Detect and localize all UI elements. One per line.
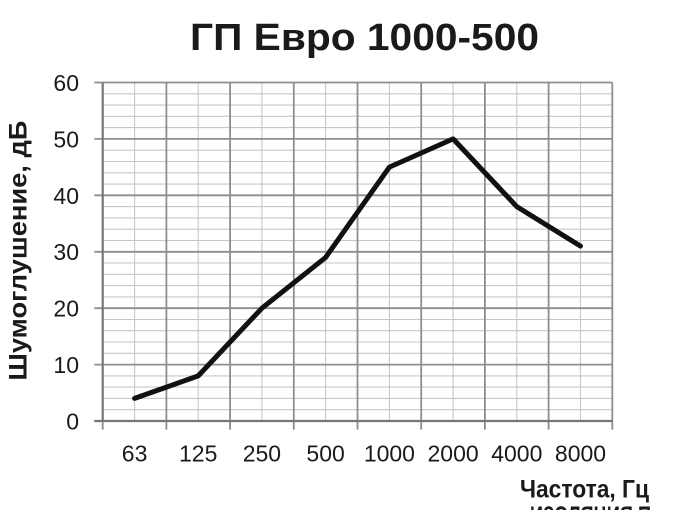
svg-text:250: 250: [243, 441, 281, 467]
svg-text:60: 60: [53, 70, 79, 96]
svg-text:0: 0: [66, 409, 79, 435]
svg-text:10: 10: [53, 352, 79, 378]
svg-text:30: 30: [53, 239, 79, 265]
svg-text:Частота, Гц: Частота, Гц: [520, 476, 650, 504]
svg-text:20: 20: [53, 296, 79, 322]
svg-text:ГП Евро 1000-500: ГП Евро 1000-500: [190, 17, 539, 59]
svg-text:125: 125: [179, 441, 217, 467]
svg-text:8000: 8000: [555, 441, 606, 467]
svg-text:500: 500: [306, 441, 344, 467]
svg-text:2000: 2000: [428, 441, 479, 467]
svg-text:50: 50: [53, 126, 79, 152]
svg-text:63: 63: [122, 441, 148, 467]
svg-text:Шумоглушение, дБ: Шумоглушение, дБ: [5, 121, 33, 381]
svg-text:ИЗОЛЯЦИЯ П: ИЗОЛЯЦИЯ П: [530, 502, 651, 510]
svg-text:40: 40: [53, 183, 79, 209]
svg-text:1000: 1000: [364, 441, 415, 467]
svg-text:4000: 4000: [491, 441, 542, 467]
